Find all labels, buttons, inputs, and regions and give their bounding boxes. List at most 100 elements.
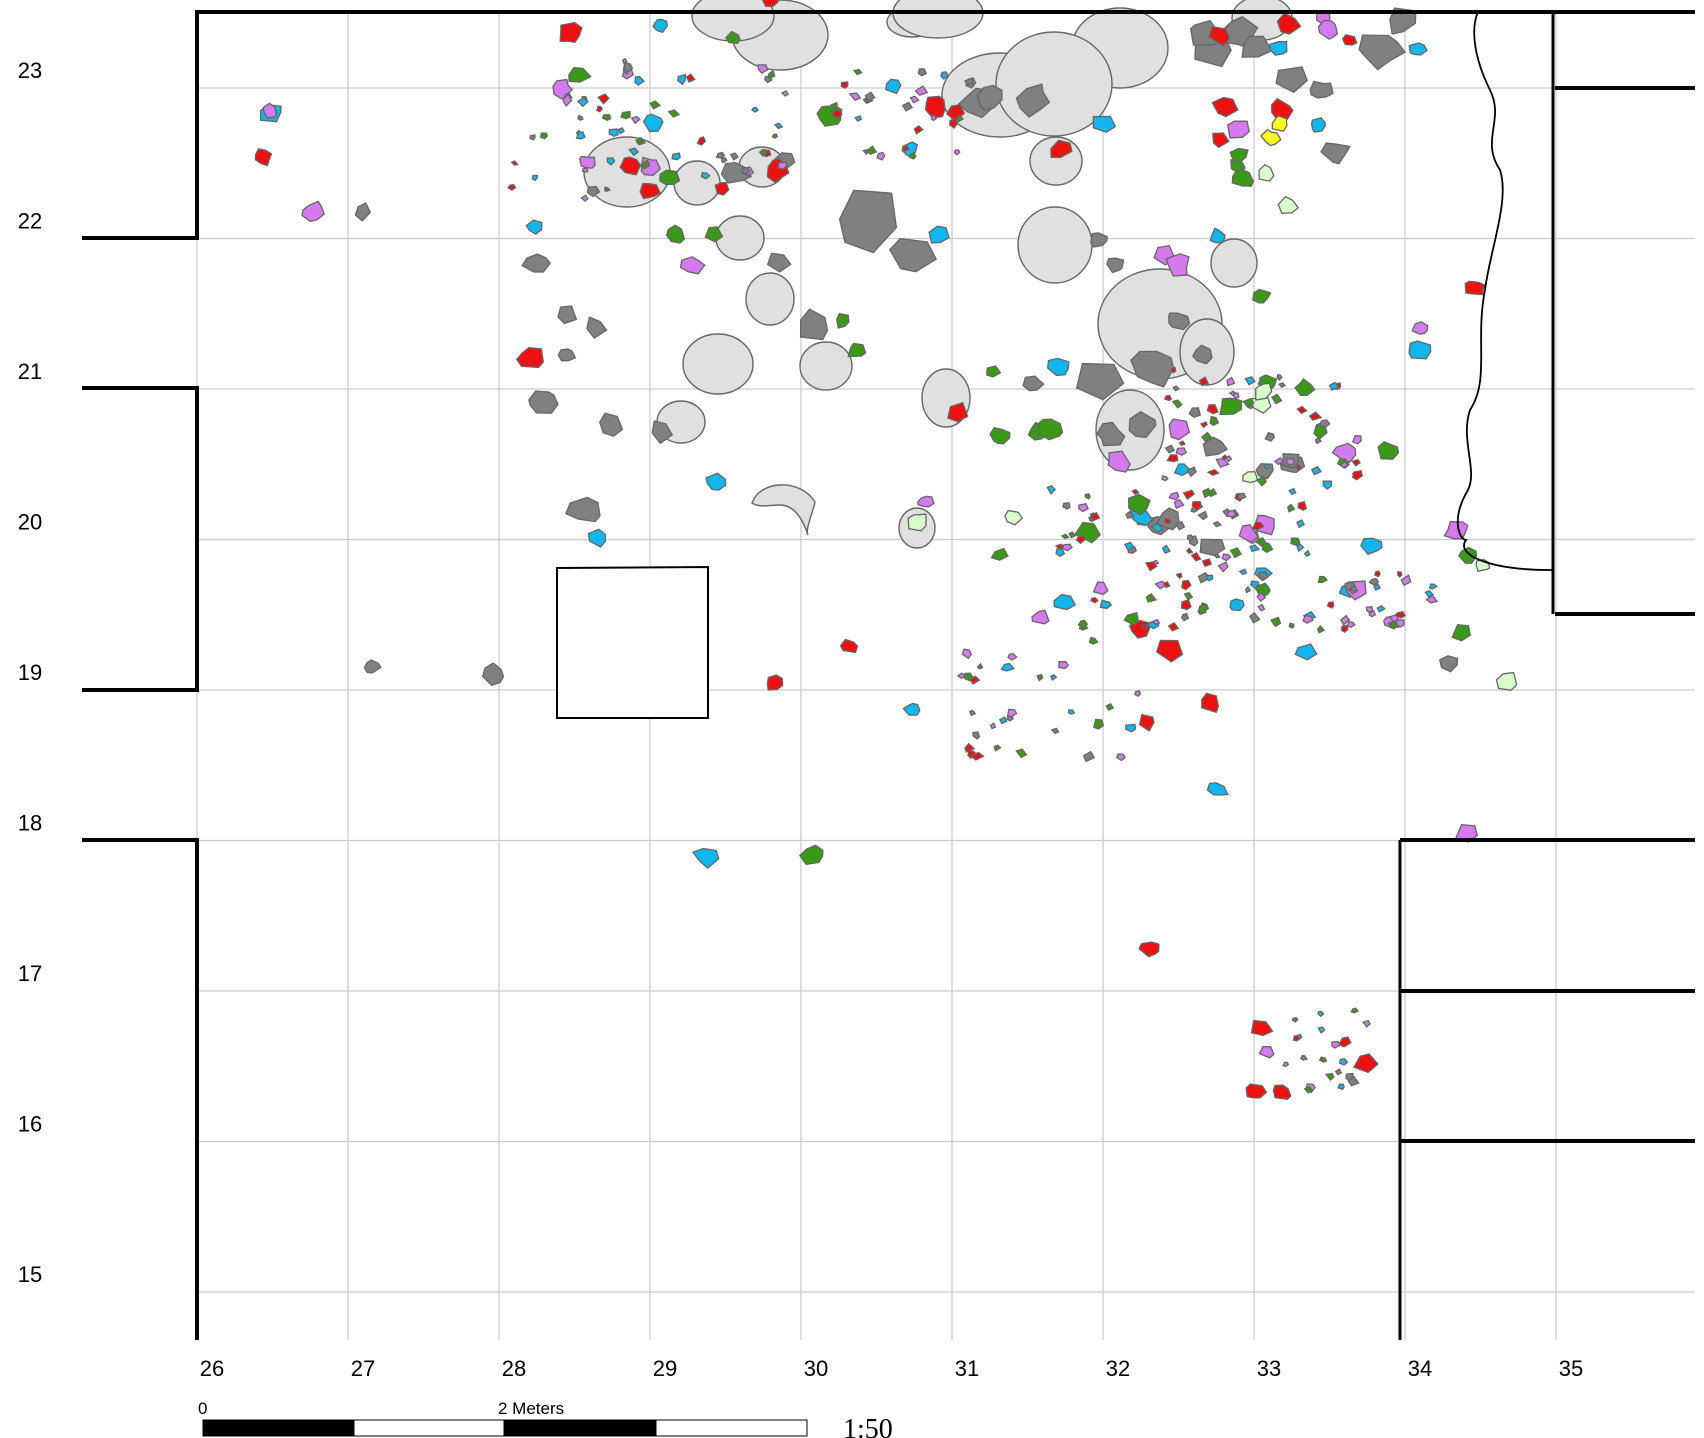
small-fragment — [531, 174, 539, 182]
rock-fragment — [1199, 538, 1226, 557]
small-fragment — [1424, 589, 1435, 598]
green-fragment — [1457, 546, 1478, 564]
small-fragment — [1318, 1056, 1328, 1063]
small-fragment — [1131, 488, 1140, 495]
red-fragment — [639, 183, 662, 200]
small-fragment — [634, 76, 645, 86]
small-fragment — [1296, 543, 1305, 553]
small-fragment — [1050, 727, 1060, 735]
small-fragment — [993, 744, 1002, 752]
small-fragment — [1099, 599, 1113, 610]
small-fragment — [1084, 493, 1091, 500]
green-fragment — [1219, 397, 1243, 416]
small-fragment — [1049, 674, 1058, 681]
large-rock-outline — [745, 272, 795, 326]
purple-fragment — [301, 200, 325, 223]
small-fragment — [575, 131, 586, 140]
green-fragment — [799, 844, 824, 866]
green-fragment — [1037, 418, 1064, 441]
small-fragment — [1237, 492, 1247, 500]
small-fragment — [1349, 585, 1359, 593]
small-fragment — [1145, 593, 1158, 603]
small-fragment — [780, 90, 790, 97]
purple-fragment — [1443, 520, 1469, 540]
y-axis-ticks: 23 22 21 20 19 18 17 16 15 — [18, 58, 42, 1287]
wall-left-upper — [82, 10, 1695, 240]
rock-fragment — [1090, 232, 1108, 248]
small-fragment — [1351, 435, 1362, 445]
red-fragment — [1464, 280, 1486, 296]
small-fragment — [830, 109, 843, 120]
small-fragment — [758, 148, 768, 157]
small-fragment — [1206, 404, 1219, 415]
small-fragment — [1347, 1075, 1360, 1087]
small-fragment — [1105, 702, 1115, 711]
small-fragment — [1250, 580, 1260, 589]
small-fragment — [1090, 596, 1099, 604]
small-fragment — [1314, 436, 1322, 445]
red-fragment — [1212, 132, 1230, 149]
green-fragment — [1074, 521, 1102, 544]
purple-fragment — [1107, 450, 1131, 473]
small-fragment — [595, 105, 603, 113]
small-fragment — [1395, 619, 1405, 628]
red-fragment — [1250, 1019, 1274, 1037]
red-fragment — [1155, 639, 1184, 663]
small-fragment — [1376, 605, 1387, 613]
small-fragment — [989, 722, 997, 730]
purple-fragment — [917, 495, 935, 508]
small-fragment — [1213, 552, 1222, 559]
rock-fragment — [1241, 35, 1273, 58]
small-fragment — [840, 81, 849, 89]
small-fragment — [1166, 454, 1179, 463]
small-fragment — [510, 160, 519, 166]
rock-fragment — [598, 412, 624, 437]
small-fragment — [1163, 517, 1173, 525]
small-fragment — [913, 124, 924, 135]
small-fragment — [1308, 411, 1323, 421]
small-fragment — [540, 132, 549, 140]
small-fragment — [1067, 709, 1076, 715]
small-fragment — [696, 136, 707, 146]
small-fragment — [1317, 575, 1329, 584]
small-fragment — [1351, 470, 1363, 481]
small-fragment — [1425, 594, 1439, 604]
y-tick-label: 23 — [18, 58, 42, 83]
small-fragment — [999, 716, 1008, 725]
y-tick-label: 19 — [18, 660, 42, 685]
small-fragment — [1334, 1067, 1343, 1076]
small-fragment — [529, 134, 536, 141]
blue-fragment — [642, 113, 664, 133]
small-fragment — [1229, 547, 1243, 559]
small-fragment — [1251, 521, 1265, 531]
small-fragment — [1123, 541, 1135, 552]
rock-fragment — [1320, 142, 1351, 165]
small-fragment — [1276, 374, 1283, 381]
x-tick-label: 29 — [653, 1356, 677, 1381]
small-fragment — [1058, 660, 1070, 670]
small-fragment — [622, 61, 634, 73]
small-fragment — [1134, 690, 1142, 698]
x-tick-label: 32 — [1106, 1356, 1130, 1381]
small-fragment — [1373, 582, 1382, 591]
small-fragment — [1075, 535, 1087, 545]
small-fragment — [1093, 718, 1105, 730]
small-fragment — [1322, 480, 1333, 490]
small-fragment — [1036, 673, 1044, 682]
rock-fragment — [586, 316, 608, 339]
small-fragment — [1362, 1019, 1371, 1028]
green-fragment — [1229, 147, 1249, 162]
small-fragment — [649, 100, 661, 110]
small-fragment — [1303, 1085, 1314, 1094]
small-fragment — [968, 709, 977, 717]
red-fragment — [1211, 96, 1239, 118]
small-fragment — [1338, 1036, 1352, 1048]
rock-fragment — [354, 202, 371, 222]
small-fragment — [1297, 500, 1308, 512]
rock-fragment — [1096, 421, 1126, 447]
small-fragment — [1394, 610, 1407, 619]
small-fragment — [1186, 534, 1195, 542]
small-fragment — [1202, 487, 1212, 499]
purple-fragment — [1331, 442, 1357, 464]
green-fragment — [704, 226, 724, 243]
